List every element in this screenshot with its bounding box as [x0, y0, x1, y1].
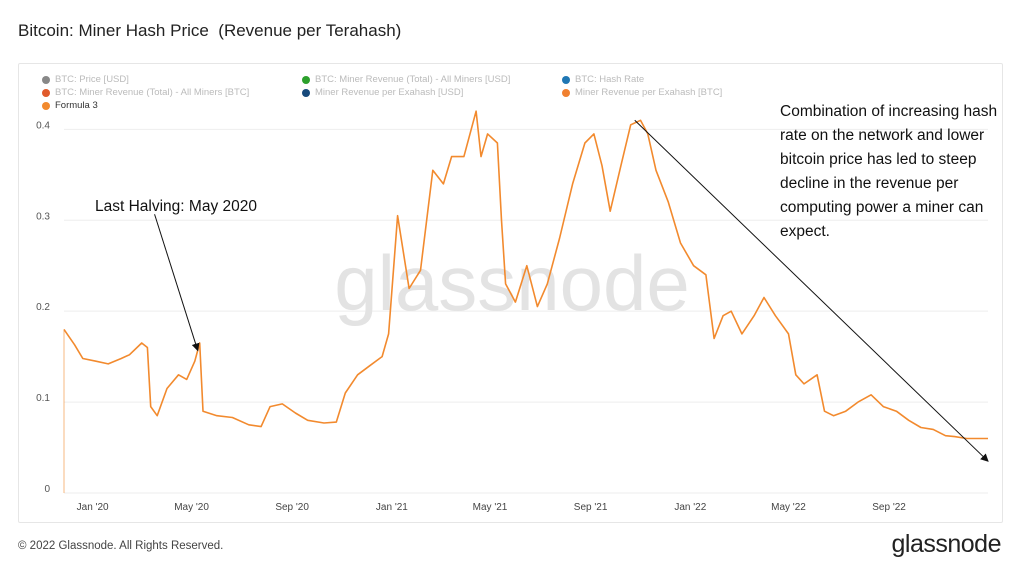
page-title: Bitcoin: Miner Hash Price (Revenue per T… — [18, 21, 402, 40]
legend-item-btc-price[interactable]: BTC: Price [USD] — [42, 74, 129, 85]
legend-label: Miner Revenue per Exahash [BTC] — [575, 87, 723, 98]
y-tick-label: 0.4 — [36, 120, 50, 131]
legend-label: BTC: Hash Rate — [575, 74, 645, 85]
trend-arrow — [634, 119, 989, 462]
x-tick-label: May '20 — [174, 502, 209, 513]
x-tick-label: May '21 — [473, 502, 508, 513]
legend-label: BTC: Miner Revenue (Total) - All Miners … — [55, 87, 250, 98]
x-tick-label: Jan '21 — [376, 502, 408, 513]
halving-arrow — [154, 214, 200, 352]
x-tick-label: Sep '20 — [275, 502, 309, 513]
legend-dot-icon — [302, 75, 310, 84]
legend-item-hash-rate[interactable]: BTC: Hash Rate — [562, 74, 644, 85]
legend-label: Miner Revenue per Exahash [USD] — [315, 87, 464, 98]
legend-dot-icon — [562, 75, 570, 84]
decline-annotation: Combination of increasing hash rate on t… — [780, 103, 998, 240]
legend-dot-icon — [42, 88, 50, 97]
x-tick-label: Sep '22 — [872, 502, 906, 513]
x-tick-label: Sep '21 — [574, 502, 608, 513]
y-tick-label: 0.2 — [36, 302, 50, 313]
legend-item-revenue-per-exahash-usd[interactable]: Miner Revenue per Exahash [USD] — [302, 87, 463, 98]
y-tick-label: 0 — [44, 484, 50, 495]
halving-annotation: Last Halving: May 2020 — [95, 198, 257, 215]
y-tick-label: 0.3 — [36, 211, 50, 222]
legend-label: BTC: Miner Revenue (Total) - All Miners … — [315, 74, 511, 85]
x-tick-label: Jan '20 — [77, 502, 109, 513]
legend-item-revenue-per-exahash-btc[interactable]: Miner Revenue per Exahash [BTC] — [562, 87, 722, 98]
brand-logo: glassnode — [891, 530, 1002, 558]
legend-dot-icon — [562, 88, 570, 97]
copyright-text: © 2022 Glassnode. All Rights Reserved. — [18, 540, 224, 552]
legend-label: BTC: Price [USD] — [55, 74, 129, 85]
y-tick-label: 0.1 — [36, 393, 50, 404]
x-tick-label: Jan '22 — [674, 502, 706, 513]
x-tick-label: May '22 — [771, 502, 806, 513]
legend-item-miner-revenue-btc[interactable]: BTC: Miner Revenue (Total) - All Miners … — [42, 87, 249, 98]
legend-label: Formula 3 — [55, 100, 98, 111]
legend-dot-icon — [302, 88, 310, 97]
legend-item-miner-revenue-usd[interactable]: BTC: Miner Revenue (Total) - All Miners … — [302, 74, 510, 85]
legend-item-formula-3[interactable]: Formula 3 — [42, 100, 98, 111]
legend-dot-icon — [42, 75, 50, 84]
watermark-text: glassnode — [334, 239, 690, 327]
legend-dot-icon — [42, 101, 50, 110]
